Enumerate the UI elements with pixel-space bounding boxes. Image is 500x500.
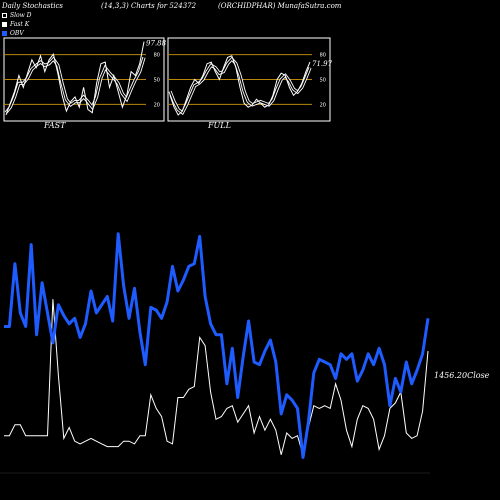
chart-params: (14,3,3) Charts for 524372 — [101, 2, 197, 10]
fast-slow-line-inner — [5, 57, 145, 114]
fast-last-value-label: 97.88 — [146, 40, 167, 48]
fast-tick-label-50: 50 — [154, 78, 160, 84]
legend-swatch-obv — [2, 31, 7, 36]
full-tick-label-20: 20 — [320, 102, 326, 108]
full-fast-line — [169, 55, 311, 116]
obv-line — [4, 232, 430, 459]
legend: Slow D Fast K OBV — [2, 11, 32, 38]
full-panel-label: FULL — [208, 121, 231, 130]
close-label: 1456.20Close — [434, 371, 490, 380]
chart-source: (ORCHIDPHAR) MunafaSutra.com — [218, 2, 342, 10]
chart-title: Daily Stochastics — [2, 2, 64, 10]
legend-item-slow-d: Slow D — [2, 11, 32, 20]
full-tick-label-80: 80 — [320, 53, 326, 59]
legend-label-obv: OBV — [10, 30, 24, 37]
fast-panel-label: FAST — [44, 121, 66, 130]
legend-swatch-fast-k — [2, 22, 7, 27]
legend-label-fast-k: Fast K — [10, 21, 30, 28]
fast-fast-line — [5, 41, 145, 116]
full-slow-line-inner — [169, 57, 311, 114]
full-last-value-label: 71.97 — [312, 60, 333, 68]
fast-tick-label-20: 20 — [154, 102, 160, 108]
close-line — [4, 299, 429, 455]
fast-tick-label-80: 80 — [154, 53, 160, 59]
legend-swatch-slow-d — [2, 13, 7, 18]
legend-item-fast-k: Fast K — [2, 20, 32, 29]
full-tick-label-50: 50 — [320, 78, 326, 84]
legend-item-obv: OBV — [2, 29, 32, 38]
legend-label-slow-d: Slow D — [10, 12, 32, 19]
